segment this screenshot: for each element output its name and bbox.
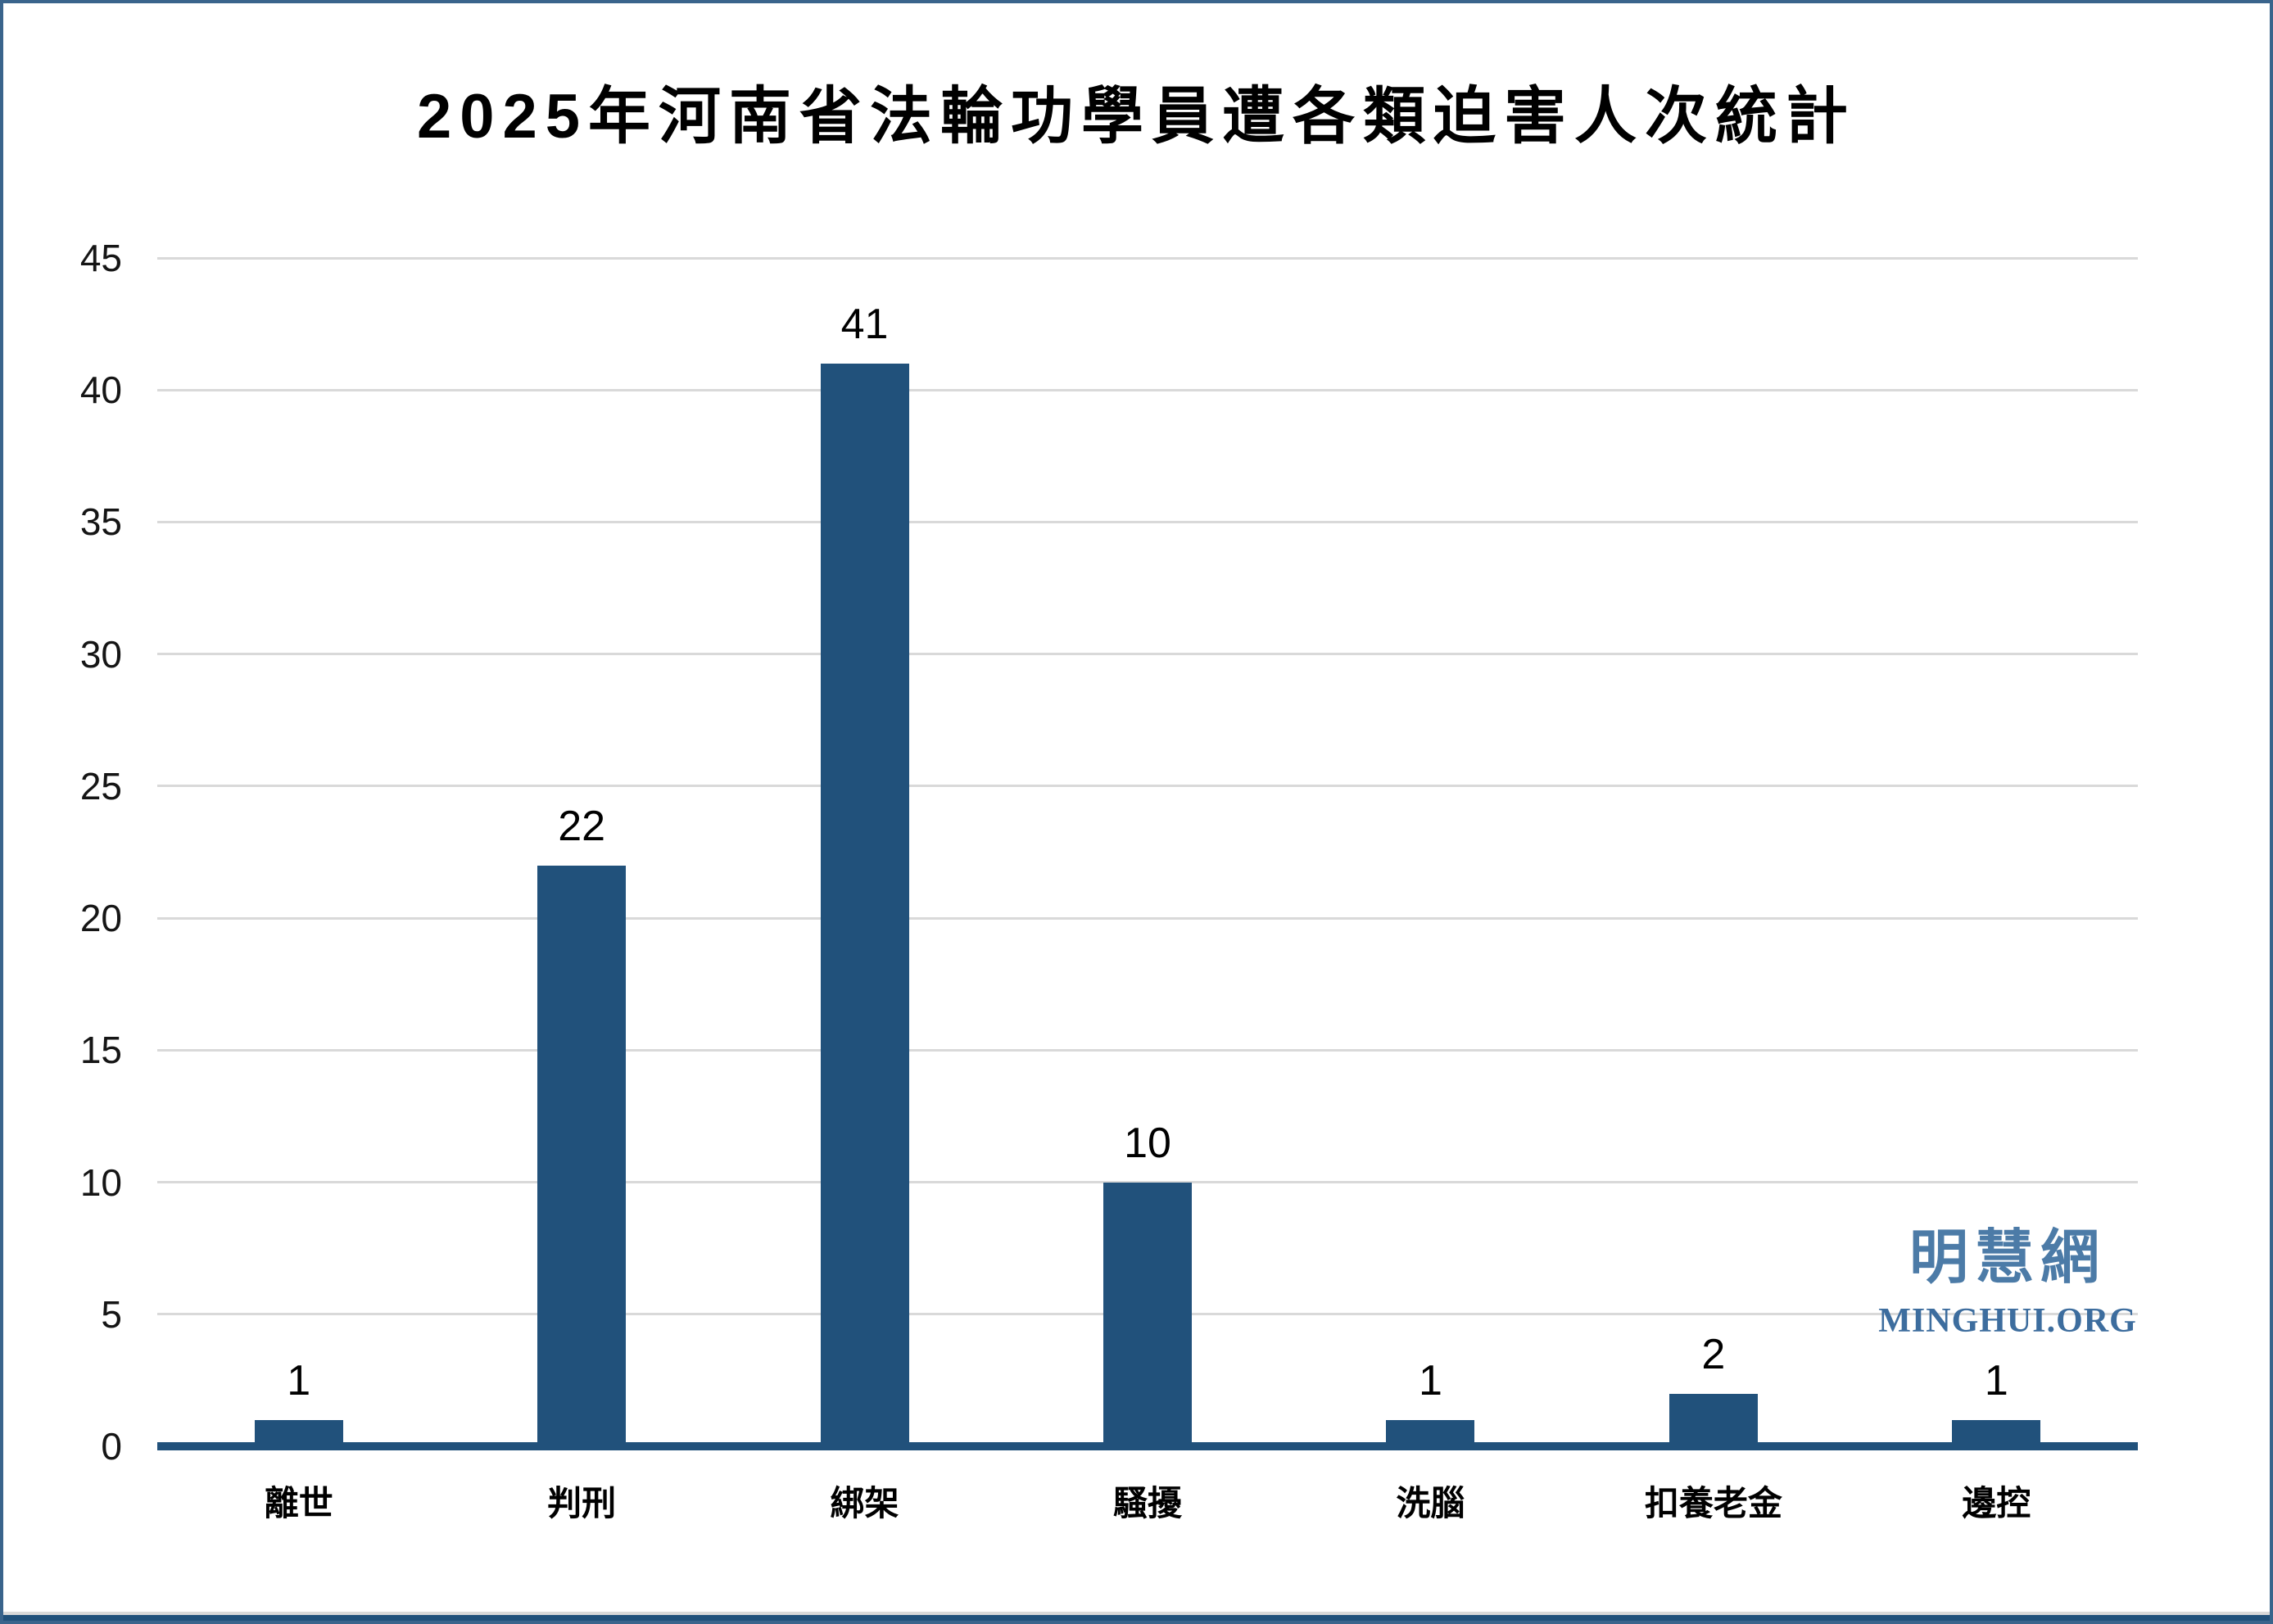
bar-value-label-離世: 1 xyxy=(287,1357,311,1405)
x-axis-category-label-綁架: 綁架 xyxy=(830,1484,899,1522)
x-axis-category-label-洗腦: 洗腦 xyxy=(1396,1484,1465,1522)
bar-判刑 xyxy=(537,866,627,1446)
y-axis-tick-label-25: 25 xyxy=(79,764,122,807)
y-axis-tick-label-20: 20 xyxy=(79,897,122,940)
bar-value-label-邊控: 1 xyxy=(1984,1357,2008,1405)
y-axis-tick-label-10: 10 xyxy=(79,1160,122,1204)
watermark-url-text: MINGHUI.ORG xyxy=(1878,1302,2137,1340)
bar-value-label-騷擾: 10 xyxy=(1124,1120,1171,1167)
plot-area: 1 離世 22 判刑 41 綁架 10 騷擾 1 洗腦 2 扣養老金 1 邊控 xyxy=(157,256,2138,1522)
y-axis-tick-label-40: 40 xyxy=(79,369,122,412)
watermark-chinese-text: 明慧網 xyxy=(1909,1225,2106,1291)
x-axis-category-label-邊控: 邊控 xyxy=(1962,1484,2031,1522)
y-axis-tick-label-30: 30 xyxy=(79,632,122,676)
y-axis-tick-label-0: 0 xyxy=(101,1425,122,1468)
y-axis-tick-label-35: 35 xyxy=(79,500,122,544)
y-axis-tick-label-5: 5 xyxy=(101,1292,122,1336)
gridline-10 xyxy=(157,1181,2138,1184)
bar-扣養老金 xyxy=(1669,1394,1758,1446)
gridline-25 xyxy=(157,785,2138,788)
bar-綁架 xyxy=(820,364,909,1446)
footer-gray-line xyxy=(3,1612,2270,1615)
x-axis-category-label-騷擾: 騷擾 xyxy=(1112,1484,1183,1522)
gridline-40 xyxy=(157,388,2138,391)
x-axis-category-label-離世: 離世 xyxy=(264,1484,333,1522)
bar-value-label-綁架: 41 xyxy=(840,301,889,348)
chart-title: 2025年河南省法輪功學員遭各類迫害人次統計 xyxy=(416,82,1857,152)
x-axis-category-label-扣養老金: 扣養老金 xyxy=(1644,1484,1782,1522)
bar-邊控 xyxy=(1952,1420,2041,1446)
x-axis-line xyxy=(157,1442,2138,1450)
bar-value-label-洗腦: 1 xyxy=(1418,1357,1442,1405)
gridline-45 xyxy=(157,256,2138,260)
bar-洗腦 xyxy=(1386,1420,1475,1446)
bar-騷擾 xyxy=(1103,1183,1192,1446)
x-axis-category-label-判刑: 判刑 xyxy=(547,1484,617,1522)
y-axis-tick-label-15: 15 xyxy=(79,1029,122,1072)
gridline-30 xyxy=(157,653,2138,656)
bar-value-label-扣養老金: 2 xyxy=(1701,1331,1726,1378)
gridline-35 xyxy=(157,520,2138,523)
gridline-20 xyxy=(157,916,2138,920)
footer-navy-strip xyxy=(3,1615,2270,1621)
bar-離世 xyxy=(254,1420,343,1446)
bar-value-label-判刑: 22 xyxy=(558,803,606,850)
minghui-watermark: 明慧網 MINGHUI.ORG xyxy=(1877,1209,2139,1341)
y-axis-tick-label-45: 45 xyxy=(79,237,122,279)
gridline-15 xyxy=(157,1048,2138,1052)
